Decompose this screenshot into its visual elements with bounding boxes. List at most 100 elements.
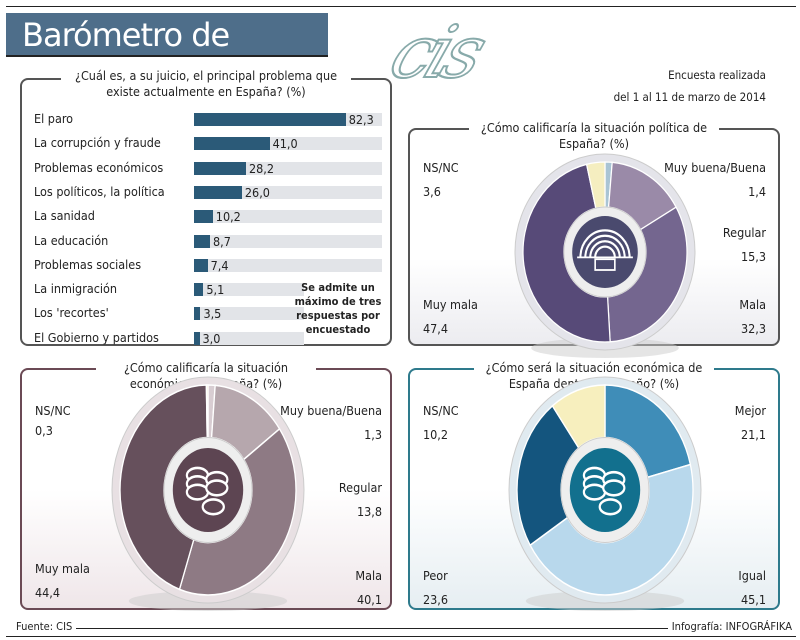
bar-row: El paro 82,3 [34, 109, 384, 129]
donut-slice-4 [205, 384, 209, 439]
out-value-mejor: 21,1 [740, 427, 766, 442]
bar-label: La sanidad [34, 208, 95, 224]
donut [119, 384, 297, 596]
bar-label: Los políticos, la política [34, 183, 165, 199]
coins-icon [185, 466, 229, 516]
bar-row: Los 'recortes' 3,5 [34, 303, 384, 323]
bar-row: Los políticos, la política 26,0 [34, 182, 384, 202]
political-chart-title: ¿Cómo calificaría la situación política … [410, 120, 778, 152]
footer-rule [60, 628, 670, 629]
donut-center [572, 216, 638, 288]
eco-value-mala: 40,1 [356, 592, 382, 607]
bar-track: 3,0 [194, 330, 304, 346]
bar-track: 3,5 [194, 306, 304, 322]
pol-label-muybuena: Muy buena/Buena [664, 160, 766, 175]
bar-label: Los 'recortes' [34, 305, 109, 321]
out-label-nsnc: NS/NC [423, 403, 459, 418]
bar-label: El paro [34, 111, 74, 126]
eco-label-muymala: Muy mala [35, 561, 90, 576]
eco-value-muymala: 44,4 [35, 585, 61, 600]
bar-track: 5,1 [194, 282, 304, 298]
bar [194, 161, 246, 175]
eco-label-muybuena: Muy buena/Buena [280, 403, 382, 418]
bar-chart-note: Se admite un máximo de tres respuestas p… [294, 281, 382, 336]
eco-value-nsnc: 0,3 [35, 423, 53, 438]
bar-value-label: 5,1 [206, 282, 225, 298]
bar-chart-title: ¿Cuál es, a su juicio, el principal prob… [22, 68, 390, 100]
donut [516, 384, 694, 596]
bar-value-label: 3,0 [202, 330, 221, 346]
bar-track: 28,2 [194, 160, 382, 176]
bar-row: La inmigración 5,1 [34, 279, 384, 299]
bar [194, 307, 201, 321]
bar-label: El Gobierno y partidos [34, 329, 159, 345]
pol-label-regular: Regular [722, 225, 766, 240]
bottom-rule [6, 636, 796, 637]
out-value-peor: 23,6 [423, 592, 449, 607]
bar-row: Problemas sociales 7,4 [34, 255, 384, 275]
bar-track: 26,0 [194, 184, 382, 200]
pol-value-muybuena: 1,4 [748, 184, 766, 199]
bar [194, 331, 200, 345]
pol-value-muymala: 47,4 [423, 321, 449, 336]
donut [522, 161, 688, 343]
bar-value-label: 8,7 [213, 233, 231, 249]
parliament-icon [577, 229, 633, 271]
bar-track: 41,0 [194, 136, 382, 152]
bar [194, 258, 208, 272]
bar-value-label: 82,3 [348, 112, 374, 127]
page-title: Barómetro de marzo [6, 13, 328, 98]
bar-label: La inmigración [34, 281, 118, 297]
bar [194, 137, 270, 151]
out-label-igual: Igual [738, 568, 766, 583]
bar [194, 113, 346, 126]
pol-label-muymala: Muy mala [423, 297, 478, 312]
bar-track: 10,2 [194, 209, 382, 225]
bar-track: 7,4 [194, 257, 382, 273]
out-value-igual: 45,1 [740, 592, 766, 607]
eco-value-regular: 13,8 [356, 504, 382, 519]
bar-row: La educación 8,7 [34, 231, 384, 251]
survey-line-1: Encuesta realizada [668, 68, 766, 82]
bar-label: Problemas sociales [34, 256, 142, 272]
bar-label: La educación [34, 232, 109, 248]
bar-value-label: 3,5 [203, 306, 222, 322]
pol-label-nsnc: NS/NC [423, 160, 459, 175]
pol-label-mala: Mala [739, 297, 766, 312]
pol-value-mala: 32,3 [740, 321, 766, 336]
bar-value-label: 26,0 [244, 184, 270, 200]
pol-value-nsnc: 3,6 [423, 184, 441, 199]
eco-label-nsnc: NS/NC [35, 403, 71, 418]
bar-row: La sanidad 10,2 [34, 206, 384, 226]
bar [194, 234, 211, 248]
eco-value-muybuena: 1,3 [364, 427, 382, 442]
top-rule [6, 6, 796, 7]
bar-label: Problemas económicos [34, 159, 164, 175]
bar [194, 210, 213, 224]
bar-label: La corrupción y fraude [34, 135, 161, 151]
bar-value-label: 41,0 [272, 136, 298, 152]
bar-track: 8,7 [194, 233, 382, 249]
coins-icon [582, 466, 626, 516]
bar-track: 82,3 [194, 113, 382, 126]
bar-row: Problemas económicos 28,2 [34, 158, 384, 178]
pol-value-regular: 15,3 [740, 249, 766, 264]
bar [194, 185, 242, 199]
eco-label-regular: Regular [338, 480, 382, 495]
bar-row: La corrupción y fraude 41,0 [34, 133, 384, 153]
problems-bar-chart-panel: ¿Cuál es, a su juicio, el principal prob… [20, 68, 392, 348]
eco-label-mala: Mala [355, 568, 382, 583]
bar-value-label: 10,2 [215, 209, 241, 225]
bar-row: El Gobierno y partidos 3,0 [34, 328, 384, 348]
bar-value-label: 7,4 [210, 257, 229, 273]
survey-dates: Encuesta realizada del 1 al 11 de marzo … [614, 64, 766, 108]
bar-value-label: 28,2 [248, 160, 274, 176]
out-value-nsnc: 10,2 [423, 427, 449, 442]
source-text: Fuente: CIS [16, 620, 77, 633]
credit-text: Infografía: INFOGRÁFIKA [667, 620, 792, 633]
bar [194, 283, 204, 297]
survey-line-2: del 1 al 11 de marzo de 2014 [613, 90, 766, 104]
out-label-mejor: Mejor [734, 403, 766, 418]
out-label-peor: Peor [423, 568, 448, 583]
